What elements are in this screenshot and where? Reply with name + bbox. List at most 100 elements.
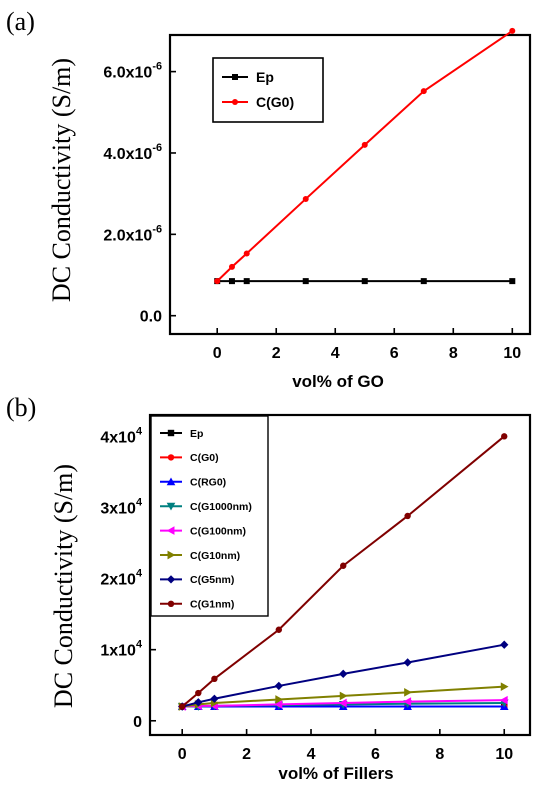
panel-b: (b) DC Conductivity (S/m) vol% of Filler… — [6, 393, 532, 783]
panel-a-data-point-ep — [420, 278, 427, 285]
panel-b-x-tick-label: 4 — [307, 746, 316, 763]
panel-a-data-point-c-g0 — [361, 141, 368, 148]
panel-a-legend-marker — [232, 99, 238, 105]
panel-a-data-point-c-g0 — [420, 88, 427, 95]
panel-a-legend-marker — [232, 74, 238, 80]
panel-b-data-point-c-g1nm — [179, 703, 186, 710]
panel-a-legend-entry-c-g0: C(G0) — [222, 94, 294, 110]
panel-b-data-point-c-g1nm — [340, 562, 347, 569]
panel-b-data-point-c-g10nm — [275, 695, 284, 704]
panel-b-legend-marker — [167, 429, 175, 437]
panel-a-legend-box — [212, 57, 324, 123]
panel-b-legend-label: C(G10nm) — [190, 550, 240, 562]
panel-b-data-point-c-g1nm — [211, 675, 218, 683]
panel-b-legend: Ep C(G0) C(RG0) C(G1000nm) C(G100nm) C(G10nm)… — [150, 415, 269, 617]
panel-b-x-tick-label: 6 — [371, 746, 380, 763]
panel-a-data-point-ep — [302, 278, 309, 285]
panel-b-x-tick-label: 2 — [242, 746, 251, 763]
panel-a-data-point-ep — [228, 278, 235, 285]
panel-a-legend: Ep C(G0) — [212, 57, 324, 123]
panel-b-data-point-c-g5nm — [403, 658, 412, 667]
panel-b-legend-marker — [167, 454, 175, 461]
panel-b-data-point-c-g5nm — [339, 669, 348, 679]
panel-a-series — [214, 27, 516, 285]
panel-b-y-ticks: 0 1x104 2x104 3x104 4x104 — [100, 425, 156, 731]
panel-b-y-tick-label: 1x104 — [100, 639, 142, 660]
panel-b-legend-label: Ep — [190, 428, 203, 440]
panel-b-x-ticks: 0 2 4 6 8 10 — [178, 729, 513, 763]
panel-b-x-tick-label: 8 — [435, 746, 444, 763]
panel-b-legend-entry-c-g10nm: C(G10nm) — [160, 550, 240, 562]
panel-b-legend-marker — [166, 502, 176, 511]
panel-a-data-point-c-g0 — [214, 278, 221, 285]
panel-a-y-axis-label: DC Conductivity (S/m) — [47, 58, 76, 302]
panel-b-data-point-c-g1nm — [195, 689, 202, 697]
panel-b-y-tick-label: 0 — [133, 714, 142, 731]
panel-b-legend-label: C(G0) — [190, 452, 219, 464]
panel-a-data-point-c-g0 — [243, 250, 250, 257]
panel-a-data-point-ep — [243, 278, 250, 285]
panel-b-x-tick-label: 0 — [178, 746, 187, 763]
panel-b-plot-frame — [148, 413, 532, 737]
panel-a-x-axis-label: vol% of GO — [292, 372, 384, 391]
panel-b-legend-entry-c-g1nm: C(G1nm) — [160, 599, 234, 611]
panel-b-legend-marker — [166, 477, 176, 486]
panel-a-data-point-c-g0 — [509, 27, 516, 34]
panel-b-legend-label: C(G100nm) — [190, 525, 246, 537]
panel-b-data-point-c-g100nm — [274, 700, 283, 709]
panel-a-legend-label: Ep — [256, 69, 274, 85]
panel-b-data-point-c-g1nm — [501, 433, 508, 440]
panel-b-data-point-c-g100nm — [403, 697, 412, 706]
panel-b-data-point-c-g5nm — [500, 640, 509, 649]
panel-a-legend-entry-ep: Ep — [222, 69, 274, 85]
panel-a-series-ep — [214, 278, 516, 285]
panel-b-series-c-g1nm — [179, 433, 508, 710]
panel-a-y-tick-label: 0.0 — [140, 309, 162, 326]
panel-b-x-axis-label: vol% of Fillers — [278, 764, 393, 783]
panel-a: (a) DC Conductivity (S/m) vol% of GO 0 2 4… — [6, 7, 532, 391]
panel-b-data-point-c-g5nm — [210, 694, 219, 703]
panel-b-legend-entry-c-g100nm: C(G100nm) — [160, 525, 246, 537]
panel-a-legend-label: C(G0) — [256, 94, 294, 110]
panel-a-x-tick-label: 2 — [272, 345, 281, 362]
panel-a-y-tick-label: 4.0x10-6 — [103, 142, 162, 163]
panel-b-legend-entry-ep: Ep — [160, 428, 203, 440]
panel-b-data-point-c-g100nm — [338, 698, 347, 708]
panel-b-data-point-c-g5nm — [274, 681, 283, 691]
panel-b-data-point-c-g10nm — [500, 682, 509, 691]
panel-a-plot-frame — [168, 33, 532, 336]
panel-b-legend-entry-c-rg0: C(RG0) — [160, 477, 226, 489]
panel-b-legend-entry-c-g0: C(G0) — [160, 452, 219, 464]
panel-b-label: (b) — [6, 393, 36, 422]
panel-a-data-point-c-g0 — [228, 263, 235, 270]
panel-b-data-point-c-g5nm — [194, 698, 203, 707]
panel-b-data-point-c-g100nm — [499, 695, 508, 705]
panel-b-data-point-c-g1nm — [404, 512, 411, 520]
panel-b-legend-label: C(G1000nm) — [190, 501, 252, 513]
panel-b-legend-marker — [166, 575, 176, 584]
panel-b-legend-label: C(RG0) — [190, 477, 226, 489]
panel-b-legend-marker — [167, 550, 176, 560]
panel-b-legend-marker — [167, 600, 175, 607]
panel-b-series — [177, 433, 509, 711]
panel-a-label: (a) — [6, 7, 35, 36]
panel-b-data-point-c-g10nm — [339, 691, 348, 701]
panel-a-x-ticks: 0 2 4 6 8 10 — [213, 328, 521, 362]
panel-a-y-ticks: 0.0 2.0x10-6 4.0x10-6 6.0x10-6 — [103, 61, 176, 326]
panel-a-y-tick-label: 6.0x10-6 — [103, 61, 162, 82]
panel-a-data-point-c-g0 — [302, 195, 309, 202]
panel-a-x-tick-label: 8 — [449, 345, 458, 362]
panel-b-y-tick-label: 2x104 — [100, 568, 142, 589]
panel-b-y-tick-label: 3x104 — [100, 496, 142, 517]
panel-a-x-tick-label: 4 — [331, 345, 340, 362]
panel-b-legend-marker — [166, 526, 175, 535]
panel-a-x-tick-label: 10 — [503, 345, 521, 362]
panel-a-y-tick-label: 2.0x10-6 — [103, 223, 162, 244]
panel-b-legend-label: C(G5nm) — [190, 574, 234, 586]
panel-b-y-axis-label: DC Conductivity (S/m) — [49, 464, 78, 708]
panel-a-x-tick-label: 6 — [390, 345, 399, 362]
panel-a-data-point-ep — [509, 278, 516, 285]
panel-b-data-point-c-g1nm — [275, 626, 283, 633]
panel-a-series-c-g0 — [214, 27, 516, 285]
